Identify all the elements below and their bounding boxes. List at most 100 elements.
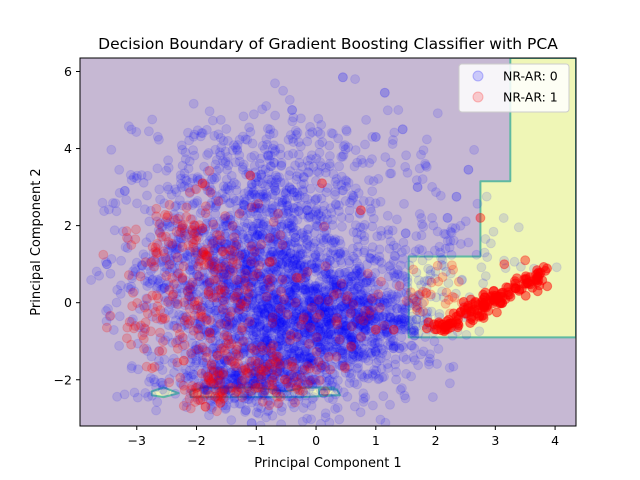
point-class-0 — [99, 206, 110, 217]
point-class-0 — [237, 229, 248, 240]
point-class-0 — [174, 195, 185, 206]
point-class-1 — [180, 231, 191, 241]
point-class-0 — [207, 115, 218, 126]
point-class-0 — [316, 282, 327, 293]
point-class-0 — [349, 253, 360, 264]
point-class-0 — [250, 199, 261, 210]
point-class-0 — [341, 181, 352, 192]
point-class-1 — [155, 327, 165, 338]
point-class-0 — [195, 320, 206, 331]
point-class-0 — [311, 206, 322, 216]
point-class-0 — [219, 307, 229, 318]
point-class-0 — [146, 256, 157, 267]
point-class-0 — [287, 214, 298, 224]
point-class-0 — [273, 246, 283, 256]
point-class-0 — [327, 345, 338, 356]
point-class-0 — [289, 284, 300, 295]
point-class-0 — [225, 310, 236, 321]
point-class-0 — [170, 184, 181, 195]
point-class-0 — [265, 150, 276, 161]
point-class-0 — [227, 323, 238, 333]
point-class-0 — [407, 252, 418, 263]
point-class-0 — [263, 323, 273, 334]
point-class-0 — [244, 190, 255, 201]
point-class-0 — [412, 182, 423, 193]
point-class-0 — [222, 184, 233, 195]
point-class-1 — [264, 257, 275, 268]
point-class-0 — [104, 311, 115, 322]
point-class-0 — [309, 284, 320, 295]
point-class-0 — [220, 220, 231, 231]
point-class-0 — [260, 164, 271, 175]
point-class-0 — [240, 407, 251, 417]
point-class-1 — [167, 238, 177, 249]
point-class-1 — [339, 361, 350, 372]
point-class-0 — [302, 155, 313, 166]
point-class-0 — [406, 340, 417, 351]
point-class-0 — [202, 185, 213, 196]
point-class-0 — [200, 312, 211, 323]
point-class-0 — [396, 332, 407, 342]
point-class-0 — [210, 243, 221, 254]
point-class-0 — [303, 304, 314, 315]
point-class-0 — [202, 212, 212, 223]
point-class-0 — [255, 271, 266, 282]
point-class-0 — [247, 187, 258, 198]
point-class-0 — [306, 355, 317, 366]
point-class-0 — [376, 363, 387, 374]
point-class-0 — [263, 345, 274, 356]
point-class-0 — [180, 256, 191, 267]
point-class-0 — [363, 305, 374, 316]
point-class-0 — [279, 278, 290, 289]
point-class-0 — [127, 270, 138, 281]
point-class-0 — [300, 322, 311, 333]
point-class-0 — [203, 204, 213, 214]
point-class-0 — [325, 327, 336, 338]
point-class-0 — [296, 179, 307, 190]
point-class-0 — [231, 314, 242, 325]
point-class-0 — [348, 191, 359, 201]
point-class-0 — [271, 320, 281, 331]
point-class-0 — [285, 290, 295, 301]
plot-area — [80, 58, 576, 426]
point-class-0 — [288, 291, 299, 302]
point-class-1 — [231, 275, 242, 285]
point-class-0 — [269, 234, 280, 245]
point-class-0 — [367, 186, 378, 197]
point-class-0 — [398, 253, 408, 264]
point-class-0 — [262, 179, 273, 190]
point-class-0 — [250, 233, 261, 243]
point-class-0 — [271, 345, 282, 356]
point-class-0 — [297, 302, 307, 313]
point-class-0 — [192, 303, 203, 314]
point-class-0 — [132, 198, 142, 209]
point-class-0 — [348, 251, 358, 262]
point-class-0 — [260, 246, 271, 257]
point-class-0 — [217, 295, 228, 306]
point-class-1 — [243, 288, 254, 299]
point-class-1 — [203, 287, 214, 297]
point-class-0 — [269, 212, 280, 223]
point-class-1 — [194, 271, 205, 282]
point-class-0 — [219, 229, 230, 240]
point-class-0 — [238, 199, 249, 210]
point-class-0 — [225, 264, 235, 274]
point-class-0 — [397, 124, 408, 135]
point-class-1 — [122, 322, 133, 333]
point-class-0 — [290, 282, 301, 293]
point-class-0 — [298, 268, 309, 279]
point-class-0 — [101, 259, 112, 270]
point-class-1 — [311, 346, 322, 357]
point-class-0 — [145, 256, 156, 267]
point-class-0 — [401, 354, 412, 365]
point-class-0 — [277, 235, 287, 246]
point-class-0 — [101, 306, 112, 316]
point-class-0 — [330, 249, 341, 260]
point-class-0 — [138, 249, 149, 260]
point-class-1 — [244, 316, 255, 327]
point-class-0 — [290, 260, 301, 271]
point-class-0 — [284, 297, 295, 308]
point-class-0 — [201, 218, 212, 229]
point-class-0 — [376, 257, 387, 268]
point-class-0 — [331, 174, 342, 184]
